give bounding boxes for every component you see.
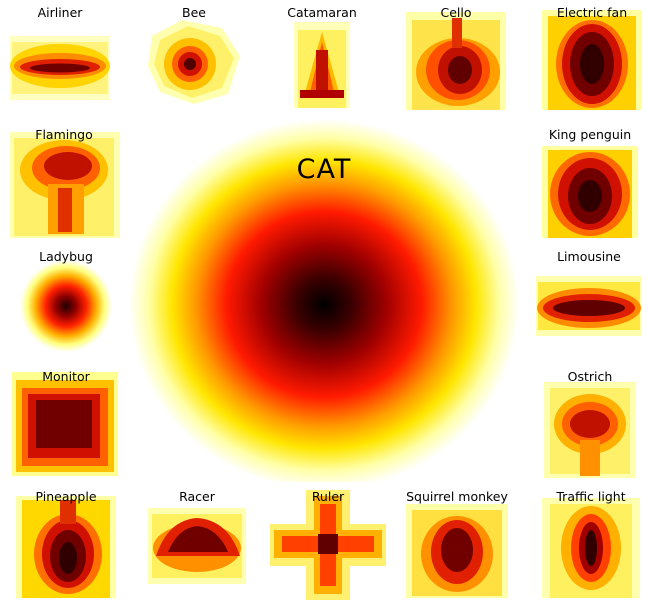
electric-fan-heatmap	[542, 10, 642, 110]
tile-electric-fan: Electric fan	[540, 6, 644, 110]
tile-label: Pineapple	[35, 489, 97, 504]
catamaran-heatmap	[294, 22, 350, 108]
ostrich-heatmap	[544, 382, 636, 478]
tile-ladybug: Ladybug	[14, 250, 118, 354]
cat-heatmap-graphic	[129, 112, 519, 482]
bee-heatmap	[148, 20, 240, 104]
tile-king-penguin: King penguin	[536, 128, 644, 240]
tile-catamaran: Catamaran	[270, 6, 374, 110]
tile-pineapple: Pineapple	[12, 490, 120, 600]
tile-label: Ostrich	[567, 369, 613, 384]
limousine-heatmap	[536, 276, 642, 336]
tile-limousine: Limousine	[534, 250, 644, 354]
ladybug-heatmap	[20, 260, 112, 352]
tile-label: Ladybug	[39, 249, 93, 264]
tile-squirrel-monkey: Squirrel monkey	[402, 490, 512, 600]
racer-heatmap	[148, 508, 246, 584]
tile-airliner: Airliner	[8, 6, 112, 110]
cat-heatmap: CAT	[129, 112, 519, 482]
squirrel-monkey-heatmap	[406, 504, 508, 598]
tile-racer: Racer	[144, 490, 250, 600]
tile-label: Limousine	[557, 249, 621, 264]
tile-traffic-light: Traffic light	[538, 490, 644, 600]
tile-label: Catamaran	[287, 5, 357, 20]
flamingo-heatmap	[10, 132, 120, 238]
tile-label: Electric fan	[556, 5, 628, 20]
tile-label: Ruler	[311, 489, 345, 504]
traffic-light-heatmap	[542, 498, 640, 598]
monitor-heatmap	[12, 372, 118, 476]
tile-label: Squirrel monkey	[406, 489, 508, 504]
tile-label: Traffic light	[556, 489, 626, 504]
tile-label: Bee	[182, 5, 206, 20]
king-penguin-heatmap	[542, 146, 638, 238]
tile-label: Airliner	[37, 5, 83, 20]
tile-label: Monitor	[42, 369, 90, 384]
ruler-heatmap	[270, 490, 386, 600]
tile-label: King penguin	[548, 127, 632, 142]
tile-ostrich: Ostrich	[538, 370, 642, 480]
cat-title: CAT	[296, 154, 352, 185]
airliner-heatmap	[10, 36, 110, 100]
tile-cello: Cello	[404, 6, 508, 110]
tile-ruler: Ruler	[270, 490, 386, 600]
tile-label: Cello	[440, 5, 472, 20]
tile-bee: Bee	[142, 6, 246, 110]
pineapple-heatmap	[16, 496, 116, 598]
tile-monitor: Monitor	[12, 370, 120, 478]
tile-label: Racer	[179, 489, 215, 504]
tile-flamingo: Flamingo	[8, 128, 120, 240]
cello-heatmap	[406, 12, 506, 110]
tile-label: Flamingo	[35, 127, 93, 142]
